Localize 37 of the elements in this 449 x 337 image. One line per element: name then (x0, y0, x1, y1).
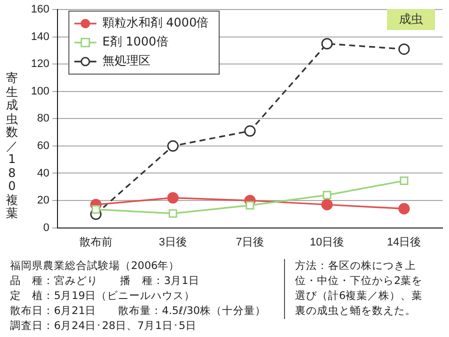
text: 方法：各区の株につき上位・中位・下位から2葉を選び（計6複葉／株）、葉裏の成虫と蛹を数えた。 (284, 259, 427, 319)
x-tick-label: 3日後 (158, 236, 187, 248)
point (398, 203, 410, 214)
y-tick-label: 160 (30, 4, 50, 16)
point (92, 205, 100, 214)
annotation: 成虫 (387, 9, 435, 30)
x-tick-label: 散布前 (79, 236, 112, 248)
legend-label: E剤 1000倍 (102, 34, 168, 49)
x-tick-label: 10日後 (310, 236, 344, 248)
x-tick-label: 7日後 (236, 236, 264, 248)
y-tick-label: 40 (37, 167, 50, 180)
point (398, 43, 410, 55)
point (322, 190, 332, 200)
point (167, 192, 179, 204)
x-tick-label: 14日後 (386, 236, 422, 248)
text: 定 植：5月19日（ビニールハウス） (10, 289, 196, 304)
point (400, 176, 408, 185)
point (321, 38, 333, 50)
point (244, 125, 256, 137)
text: 散布日：6月21日 散布量：4.5ℓ/30株（十分量） (10, 304, 266, 319)
y-tick-label: 120 (30, 58, 50, 70)
text: 福岡県農業総合試験場（2006年） (10, 259, 181, 274)
y-tick-label: 20 (37, 194, 50, 207)
y-tick-label: 140 (30, 30, 50, 43)
text: 調査日：6月24日･28日、7月1日･5日 (10, 319, 198, 334)
legend-label: 顆粒水和剤 4000倍 (102, 16, 209, 30)
y-tick-label: 60 (37, 140, 50, 152)
legend-label: 無処理区 (102, 54, 150, 68)
y-tick-label: 0 (43, 222, 50, 234)
point (246, 201, 254, 210)
text: 寄生成虫数／180複葉 (6, 71, 18, 220)
text: 品 種：宮みどり 播 種：3月1日 (10, 274, 200, 289)
point (321, 198, 333, 210)
point (168, 209, 178, 218)
y-tick-label: 80 (37, 112, 50, 125)
point (167, 140, 179, 152)
y-tick-label: 100 (30, 85, 50, 98)
